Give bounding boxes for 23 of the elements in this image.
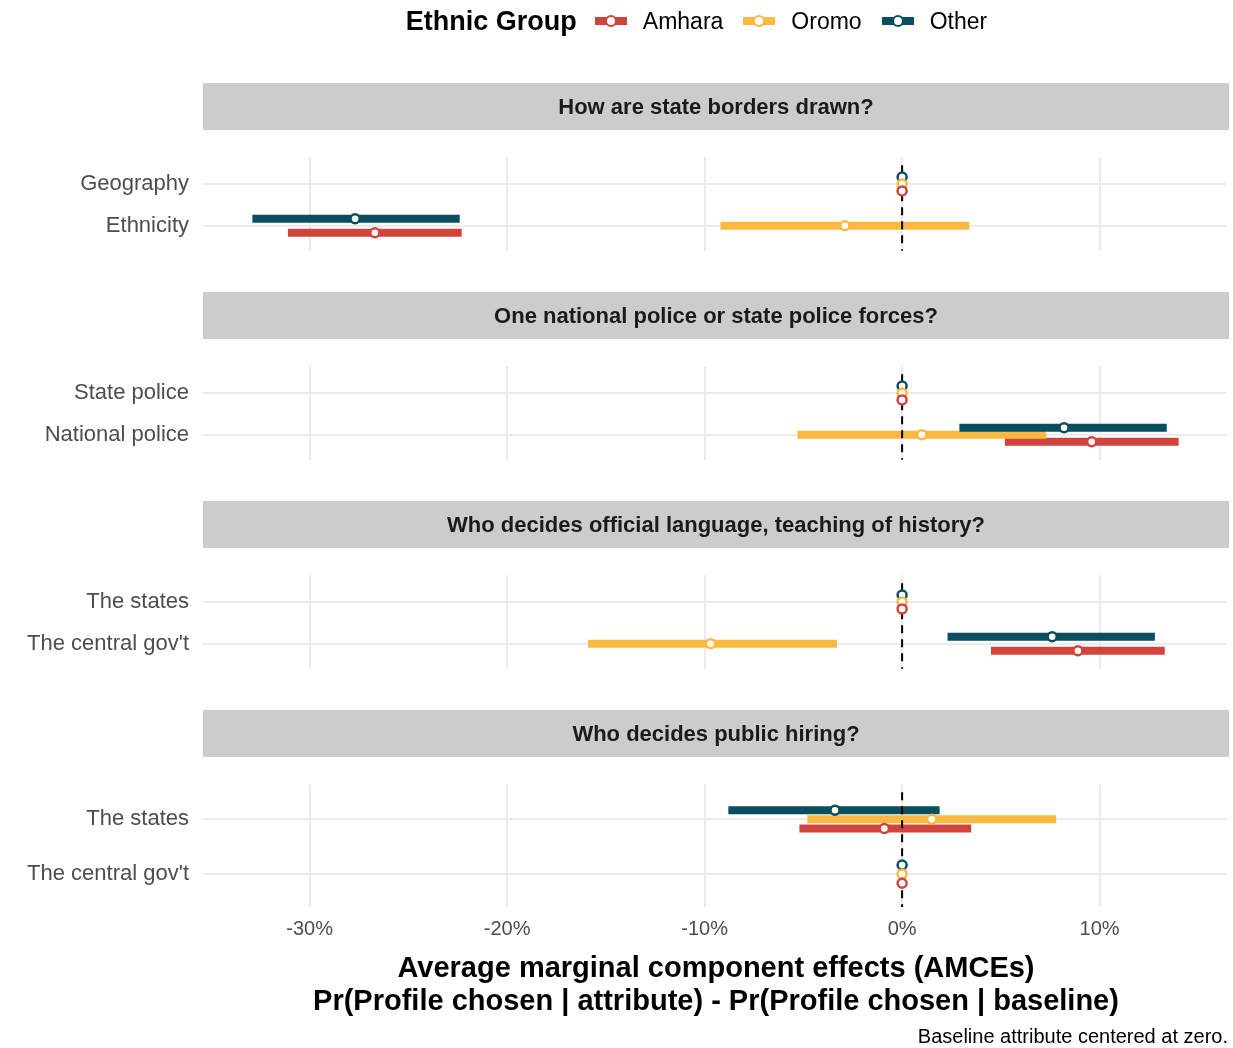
- chart-title: Who decides public hiring?: [203, 710, 1229, 757]
- text: Baseline attribute centered at zero.: [916, 1025, 1228, 1048]
- y-tick-label: The states: [86, 588, 189, 614]
- chart-title: One national police or state police forces?: [203, 292, 1229, 339]
- x-tick-label: -30%: [286, 916, 334, 939]
- x-tick-label: -20%: [483, 916, 531, 939]
- y-tick-label: Ethnicity: [105, 211, 189, 237]
- x-tick-label: 0%: [887, 916, 917, 939]
- x-tick-label: 10%: [1079, 916, 1120, 939]
- y-tick-label: National police: [44, 420, 189, 446]
- x-axis-title: Average marginal component effects (AMCEs) Pr(Profile chosen | attribute) - Pr(Profile chosen | baseline): [312, 951, 1120, 1017]
- legend-label: Oromo: [791, 7, 862, 35]
- chart-title: How are state borders drawn?: [203, 83, 1229, 130]
- y-tick-label: State police: [74, 379, 189, 405]
- x-tick-label: -10%: [681, 916, 729, 939]
- chart-title: Who decides official language, teaching of history?: [203, 501, 1229, 548]
- legend-title: Ethnic Group: [405, 5, 577, 37]
- y-tick-label: The central gov't: [27, 629, 189, 655]
- y-tick-label: Geography: [80, 170, 189, 196]
- y-tick-label: The states: [86, 805, 189, 831]
- y-tick-label: The central gov't: [27, 860, 189, 886]
- legend-label: Other: [929, 7, 988, 35]
- legend-label: Amhara: [642, 7, 724, 35]
